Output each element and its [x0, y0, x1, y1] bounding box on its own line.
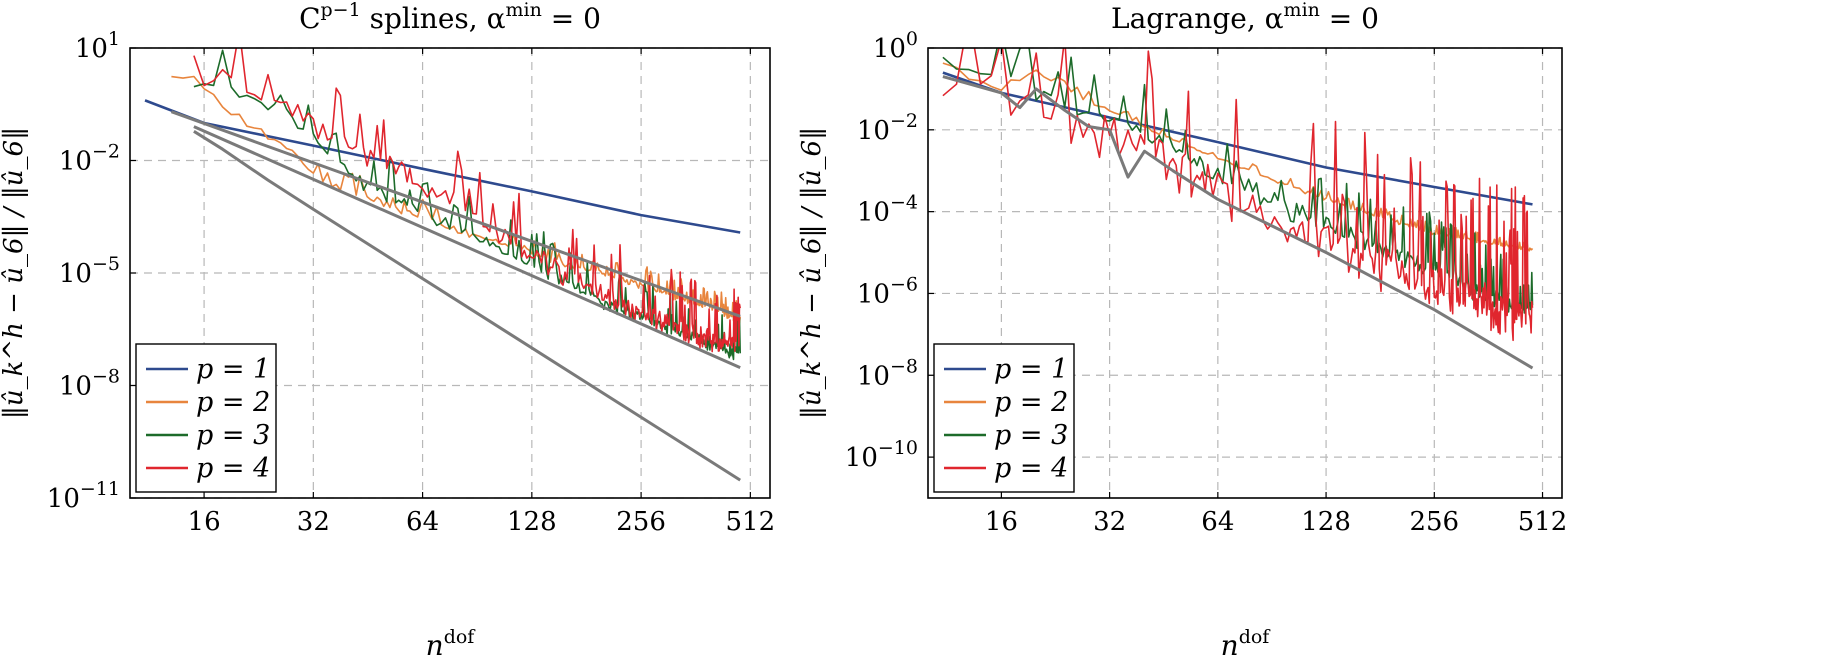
legend-label: p = 3: [196, 420, 270, 451]
legend-label: p = 2: [994, 387, 1068, 418]
legend-label: p = 3: [994, 420, 1068, 451]
y-axis-label: ‖û_k^h − û_6‖ / ‖û_6‖: [0, 127, 29, 419]
x-tick-label: 128: [507, 507, 557, 537]
plot-frame: [927, 47, 1563, 499]
legend-label: p = 4: [994, 453, 1068, 484]
x-tick-label: 256: [616, 507, 666, 537]
x-axis-label: ndof: [426, 626, 477, 662]
reference-line-4: [170, 110, 741, 318]
legend-label: p = 2: [196, 387, 270, 418]
plot-area: [942, 48, 1534, 370]
y-axis-label: ‖û_k^h − û_6‖ / ‖û_6‖: [797, 127, 827, 419]
x-tick-label: 64: [406, 507, 439, 537]
series-p3: [942, 48, 1534, 314]
legend-label: p = 4: [196, 453, 270, 484]
y-tick-label: 10−4: [857, 192, 918, 228]
legend-label: p = 1: [196, 354, 270, 385]
y-tick-label: 100: [873, 28, 918, 64]
y-tick-label: 10−2: [857, 110, 918, 146]
reference-line-4: [942, 75, 1534, 370]
x-tick-label: 512: [726, 507, 776, 537]
x-tick-label: 128: [1301, 507, 1351, 537]
y-tick-label: 10−8: [59, 366, 120, 402]
x-tick-label: 32: [1093, 507, 1126, 537]
x-axis-label: ndof: [1221, 626, 1272, 662]
x-tick-label: 32: [297, 507, 330, 537]
y-tick-label: 10−11: [47, 478, 120, 514]
series-p4: [942, 48, 1534, 342]
x-tick-label: 512: [1518, 507, 1568, 537]
series-p1: [144, 99, 741, 234]
y-tick-label: 10−10: [845, 437, 918, 473]
chart-title: Cp−1 splines, αmin = 0: [299, 0, 601, 35]
reference-line-5: [193, 125, 741, 369]
y-tick-label: 10−2: [59, 141, 120, 177]
x-tick-label: 256: [1409, 507, 1459, 537]
plot-area: [144, 48, 742, 482]
reference-line-6: [193, 130, 742, 482]
x-tick-label: 16: [985, 507, 1018, 537]
legend-label: p = 1: [994, 354, 1068, 385]
chart-title: Lagrange, αmin = 0: [1111, 0, 1379, 35]
y-tick-label: 10−8: [857, 355, 918, 391]
y-tick-label: 101: [75, 28, 120, 64]
x-tick-label: 64: [1201, 507, 1234, 537]
chart-panel-splines: 16 32 64 128 256 512 10−11 10−8 10−5 10−2 101 Cp−1 …: [0, 0, 775, 662]
y-tick-label: 10−6: [857, 273, 918, 309]
series-p2: [942, 62, 1534, 252]
x-tick-label: 16: [188, 507, 221, 537]
series-p4: [193, 48, 741, 353]
chart-panel-lagrange: 16 32 64 128 256 512 10−10 10−8 10−6 10−4 10−2 100 L…: [797, 0, 1567, 662]
y-tick-label: 10−5: [59, 253, 120, 289]
series-p3: [193, 49, 741, 361]
